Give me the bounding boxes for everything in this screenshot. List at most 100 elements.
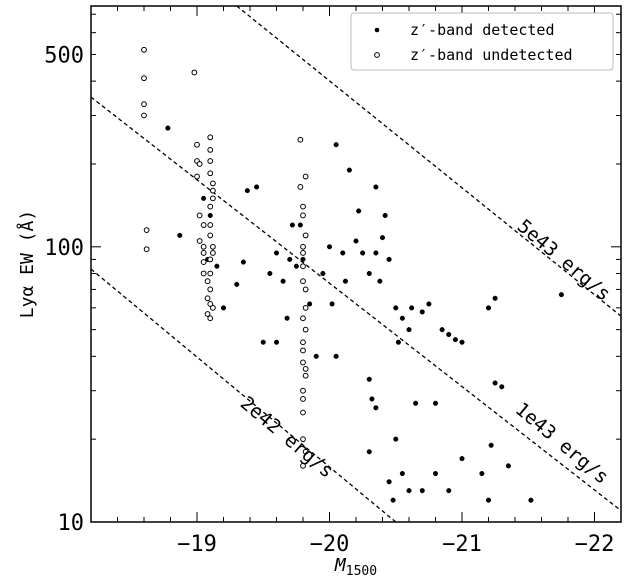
data-point-detected [505, 463, 511, 469]
legend-marker-undetected [374, 52, 380, 58]
data-point-undetected [196, 161, 203, 167]
data-point-undetected [191, 69, 198, 76]
x-tick-label: −21 [442, 532, 482, 557]
reference-line-label-2e42: 2e42 erg/s [236, 392, 338, 482]
data-point-detected [419, 309, 425, 315]
data-point-detected [220, 305, 227, 311]
data-point-undetected [207, 270, 214, 277]
data-point-undetected [302, 372, 309, 379]
data-point-undetected [210, 250, 216, 256]
data-point-detected [446, 488, 452, 494]
data-point-detected [406, 488, 412, 494]
reference-line-label-5e43: 5e43 erg/s [513, 215, 615, 305]
data-point-undetected [207, 170, 214, 177]
data-point-undetected [207, 315, 214, 322]
data-point-detected [177, 232, 183, 238]
data-point-detected [353, 238, 359, 244]
data-point-detected [165, 125, 171, 131]
data-point-detected [201, 195, 207, 201]
data-point-detected [284, 315, 290, 321]
data-points [141, 46, 564, 503]
data-point-undetected [300, 203, 306, 210]
data-point-detected [307, 301, 313, 307]
data-point-undetected [207, 203, 214, 210]
reference-lines [91, 6, 621, 522]
data-point-detected [399, 470, 405, 477]
data-point-detected [488, 442, 494, 448]
data-point-undetected [300, 462, 306, 469]
data-point-detected [390, 497, 396, 503]
data-point-undetected [300, 347, 306, 354]
data-point-detected [528, 497, 534, 503]
data-point-undetected [141, 75, 147, 82]
data-point-undetected [194, 173, 200, 180]
reference-line-2 [91, 268, 397, 522]
data-point-detected [329, 301, 335, 307]
x-tick-label: −20 [310, 532, 350, 557]
data-point-detected [377, 278, 383, 284]
data-point-undetected [300, 250, 306, 256]
y-axis-label: Lyα EW (Å) [16, 210, 38, 318]
x-axis-label: M1500 [334, 555, 377, 576]
legend-box [350, 12, 614, 71]
data-point-detected [406, 327, 412, 333]
data-point-detected [446, 331, 452, 338]
data-point-detected [395, 339, 401, 345]
data-point-undetected [207, 146, 214, 153]
data-point-detected [373, 250, 379, 256]
data-point-undetected [302, 326, 309, 333]
x-tick-label: −19 [177, 532, 217, 557]
data-point-undetected [300, 436, 306, 443]
legend: z′-band detected z′-band undetected [350, 12, 614, 71]
data-point-detected [326, 244, 333, 250]
data-point-detected [356, 208, 362, 214]
reference-line-1 [91, 96, 621, 512]
axes: −19 −20 −21 −22 10 100 500 [44, 5, 622, 557]
data-point-detected [333, 353, 339, 359]
data-point-detected [485, 497, 492, 503]
data-point-undetected [207, 222, 214, 228]
data-point-detected [300, 256, 306, 262]
data-point-detected [459, 456, 465, 462]
data-point-undetected [200, 270, 207, 277]
data-point-detected [485, 305, 492, 311]
data-point-detected [373, 405, 379, 411]
data-point-undetected [302, 366, 309, 372]
data-point-undetected [207, 158, 214, 164]
data-point-detected [439, 327, 445, 333]
data-point-detected [432, 470, 439, 477]
legend-marker-detected [374, 27, 380, 33]
data-point-undetected [196, 238, 203, 244]
data-point-detected [499, 384, 505, 390]
data-point-undetected [300, 387, 306, 394]
data-point-undetected [302, 448, 309, 455]
data-point-undetected [302, 232, 309, 239]
data-point-detected [382, 212, 388, 219]
data-point-undetected [302, 286, 309, 293]
data-point-detected [207, 212, 213, 219]
data-point-undetected [141, 46, 147, 53]
data-point-undetected [302, 304, 309, 311]
data-point-undetected [300, 263, 306, 270]
data-point-detected [479, 470, 485, 477]
data-point-detected [413, 400, 419, 406]
legend-label-detected: z′-band detected [410, 21, 555, 39]
data-point-undetected [297, 184, 304, 190]
data-point-detected [399, 315, 405, 321]
data-point-detected [313, 353, 319, 359]
data-point-detected [273, 250, 280, 256]
data-point-detected [254, 184, 260, 190]
data-point-detected [419, 488, 425, 494]
data-point-detected [432, 400, 439, 406]
data-point-undetected [302, 173, 309, 180]
data-point-detected [393, 305, 399, 311]
data-point-detected [452, 337, 458, 343]
data-point-detected [409, 305, 415, 311]
data-point-undetected [143, 246, 150, 253]
data-point-undetected [141, 112, 147, 119]
data-point-undetected [210, 180, 216, 187]
data-point-undetected [300, 359, 306, 366]
data-point-detected [393, 436, 399, 442]
data-point-undetected [200, 243, 207, 250]
